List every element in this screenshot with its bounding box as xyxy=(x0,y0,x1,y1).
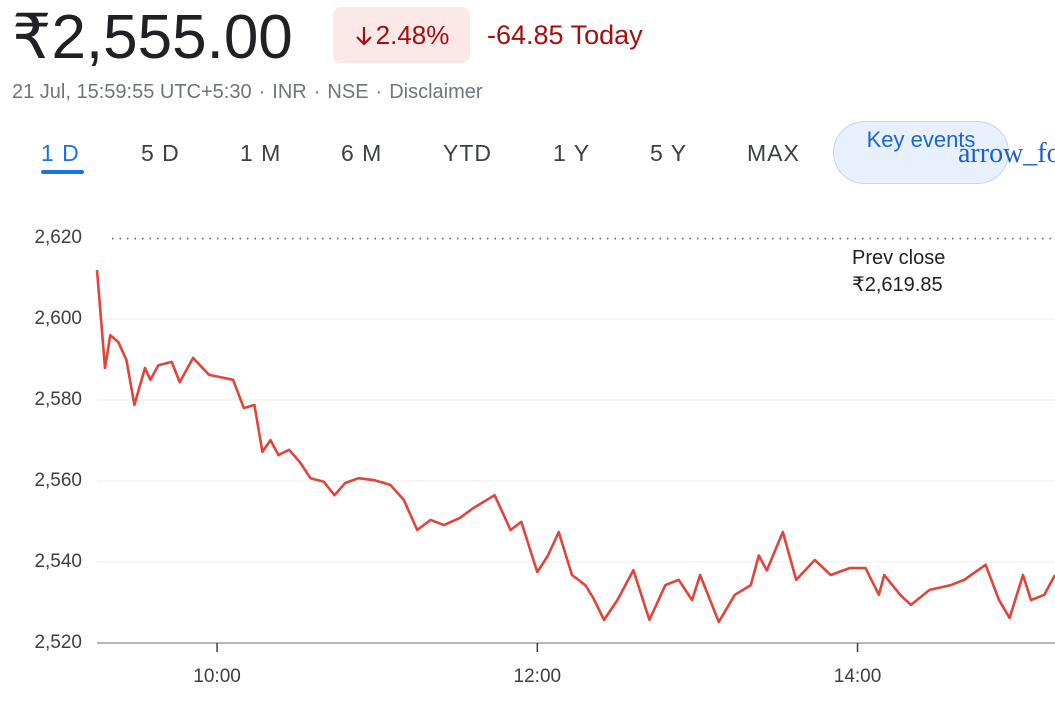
separator: · xyxy=(313,81,321,103)
change-percent: 2.48% xyxy=(375,20,450,50)
meta-item: 21 Jul, 15:59:55 UTC+5:30 xyxy=(12,81,252,103)
tab[interactable]: 1 M xyxy=(240,140,282,166)
change-today: -64.85 Today xyxy=(487,20,643,50)
key-events-button[interactable]: Key events xyxy=(833,121,1009,184)
meta-item: INR xyxy=(272,81,307,103)
separator: · xyxy=(258,81,266,103)
prev-close-label: Prev close ₹2,619.85 xyxy=(852,245,972,299)
prev-close-title: Prev close xyxy=(852,247,946,269)
y-tick-label: 2,540 xyxy=(34,551,82,572)
tab-underline xyxy=(41,170,84,174)
price: ₹2,555.00 xyxy=(12,3,293,72)
y-tick-label: 2,560 xyxy=(34,470,82,491)
x-tick-label: 12:00 xyxy=(514,666,562,687)
meta-item: Disclaimer xyxy=(389,81,483,103)
y-tick-label: 2,520 xyxy=(34,632,82,653)
tab[interactable]: YTD xyxy=(443,140,492,166)
down-arrow xyxy=(355,27,372,46)
x-tick-label: 14:00 xyxy=(834,666,882,687)
x-tick-label: 10:00 xyxy=(193,666,241,687)
change-badge: 2.48% xyxy=(333,7,470,63)
meta-line: 21 Jul, 15:59:55 UTC+5:30 · INR · NSE · Discla… xyxy=(12,79,483,105)
y-tick-label: 2,620 xyxy=(34,227,82,248)
tab[interactable]: 5 D xyxy=(141,140,180,166)
y-tick-label: 2,600 xyxy=(34,308,82,329)
tab[interactable]: MAX xyxy=(747,140,800,166)
y-tick-label: 2,580 xyxy=(34,389,82,410)
tab[interactable]: 1 Y xyxy=(553,140,591,166)
meta-item: NSE xyxy=(327,81,369,103)
tab[interactable]: 5 Y xyxy=(650,140,688,166)
tab[interactable]: 1 D xyxy=(41,140,80,166)
separator: · xyxy=(375,81,383,103)
price-line xyxy=(95,269,1055,624)
prev-close-value: ₹2,619.85 xyxy=(852,274,943,296)
tab[interactable]: 6 M xyxy=(341,140,383,166)
arrow-icon[interactable]: arrow_forward xyxy=(958,138,1055,169)
